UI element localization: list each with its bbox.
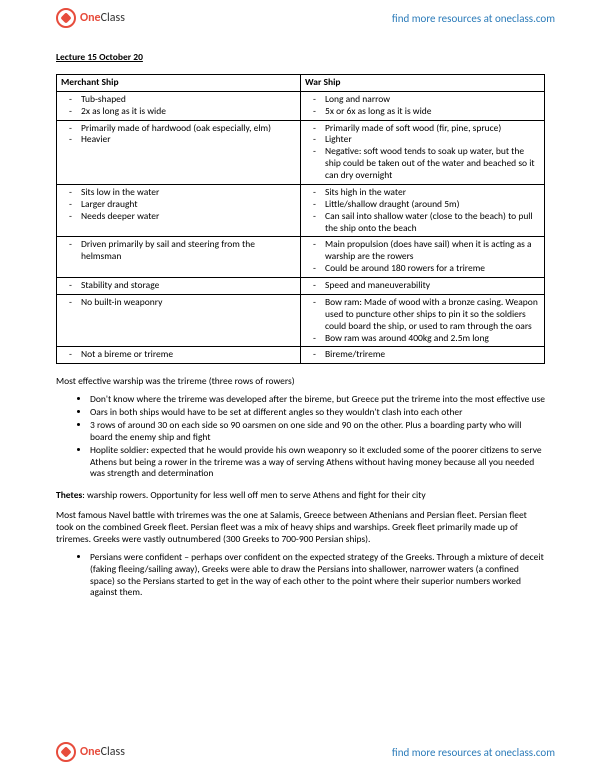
list-item: Bow ram: Made of wood with a bronze casi… [317, 297, 540, 333]
table-cell: Not a bireme or trireme [57, 347, 301, 364]
brand-suffix: Class [101, 11, 125, 25]
brand-logo-icon [56, 8, 76, 28]
table-cell: No built-in weaponry [57, 294, 301, 347]
list-item: Needs deeper water [73, 211, 296, 223]
page-header: OneClass find more resources at oneclass… [0, 0, 595, 36]
page-footer: OneClass find more resources at oneclass… [0, 734, 595, 770]
table-cell: Main propulsion (does have sail) when it… [301, 237, 545, 278]
list-item: Heavier [73, 134, 296, 146]
header-link[interactable]: find more resources at oneclass.com [392, 12, 555, 25]
brand-logo-icon [56, 742, 76, 762]
brand-prefix: One [80, 11, 101, 25]
table-cell: Speed and maneuverability [301, 278, 545, 295]
brand-footer: OneClass [56, 742, 125, 762]
list-item: Sits high in the water [317, 187, 540, 199]
footer-link[interactable]: find more resources at oneclass.com [392, 746, 555, 759]
paragraph-trireme: Most effective warship was the trireme (… [56, 376, 545, 388]
table-cell: Bow ram: Made of wood with a bronze casi… [301, 294, 545, 347]
lecture-title: Lecture 15 October 20 [56, 52, 545, 64]
table-cell: Tub-shaped2x as long as it is wide [57, 91, 301, 120]
brand-prefix-f: One [80, 745, 101, 759]
list-item: Driven primarily by sail and steering fr… [73, 239, 296, 263]
col2-header: War Ship [301, 74, 545, 91]
list-item: Persians were confident – perhaps over c… [90, 552, 545, 600]
brand-text: OneClass [80, 11, 125, 25]
thetes-term: Thetes [56, 489, 82, 501]
list-item: Can sail into shallow water (close to th… [317, 211, 540, 235]
list-item: Negative: soft wood tends to soak up wat… [317, 146, 540, 182]
table-cell: Sits low in the waterLarger draughtNeeds… [57, 184, 301, 237]
table-cell: Driven primarily by sail and steering fr… [57, 237, 301, 278]
bullets-trireme: Don't know where the trireme was develop… [56, 394, 545, 480]
comparison-table: Merchant Ship War Ship Tub-shaped2x as l… [56, 74, 545, 364]
list-item: 2x as long as it is wide [73, 106, 296, 118]
table-cell: Primarily made of hardwood (oak especial… [57, 120, 301, 184]
table-cell: Long and narrow5x or 6x as long as it is… [301, 91, 545, 120]
list-item: Bireme/trireme [317, 349, 540, 361]
list-item: Tub-shaped [73, 94, 296, 106]
brand-text-footer: OneClass [80, 745, 125, 759]
document-content: Lecture 15 October 20 Merchant Ship War … [56, 52, 545, 726]
thetes-def: : warship rowers. Opportunity for less w… [82, 489, 425, 501]
brand-suffix-f: Class [101, 745, 125, 759]
list-item: Hoplite soldier: expected that he would … [90, 445, 545, 481]
list-item: Little/shallow draught (around 5m) [317, 199, 540, 211]
list-item: Speed and maneuverability [317, 280, 540, 292]
table-cell: Stability and storage [57, 278, 301, 295]
list-item: Not a bireme or trireme [73, 349, 296, 361]
col1-header: Merchant Ship [57, 74, 301, 91]
list-item: No built-in weaponry [73, 297, 296, 309]
bullets-salamis: Persians were confident – perhaps over c… [56, 552, 545, 600]
list-item: Stability and storage [73, 280, 296, 292]
list-item: Oars in both ships would have to be set … [90, 407, 545, 419]
paragraph-salamis: Most famous Navel battle with triremes w… [56, 510, 545, 546]
list-item: Main propulsion (does have sail) when it… [317, 239, 540, 263]
table-cell: Primarily made of soft wood (fir, pine, … [301, 120, 545, 184]
list-item: Bow ram was around 400kg and 2.5m long [317, 333, 540, 345]
list-item: 5x or 6x as long as it is wide [317, 106, 540, 118]
list-item: Long and narrow [317, 94, 540, 106]
list-item: Larger draught [73, 199, 296, 211]
thetes-line: Thetes: warship rowers. Opportunity for … [56, 490, 545, 502]
list-item: Could be around 180 rowers for a trireme [317, 263, 540, 275]
list-item: 3 rows of around 30 on each side so 90 o… [90, 420, 545, 444]
table-cell: Bireme/trireme [301, 347, 545, 364]
table-cell: Sits high in the waterLittle/shallow dra… [301, 184, 545, 237]
brand: OneClass [56, 8, 125, 28]
list-item: Don't know where the trireme was develop… [90, 394, 545, 406]
list-item: Sits low in the water [73, 187, 296, 199]
